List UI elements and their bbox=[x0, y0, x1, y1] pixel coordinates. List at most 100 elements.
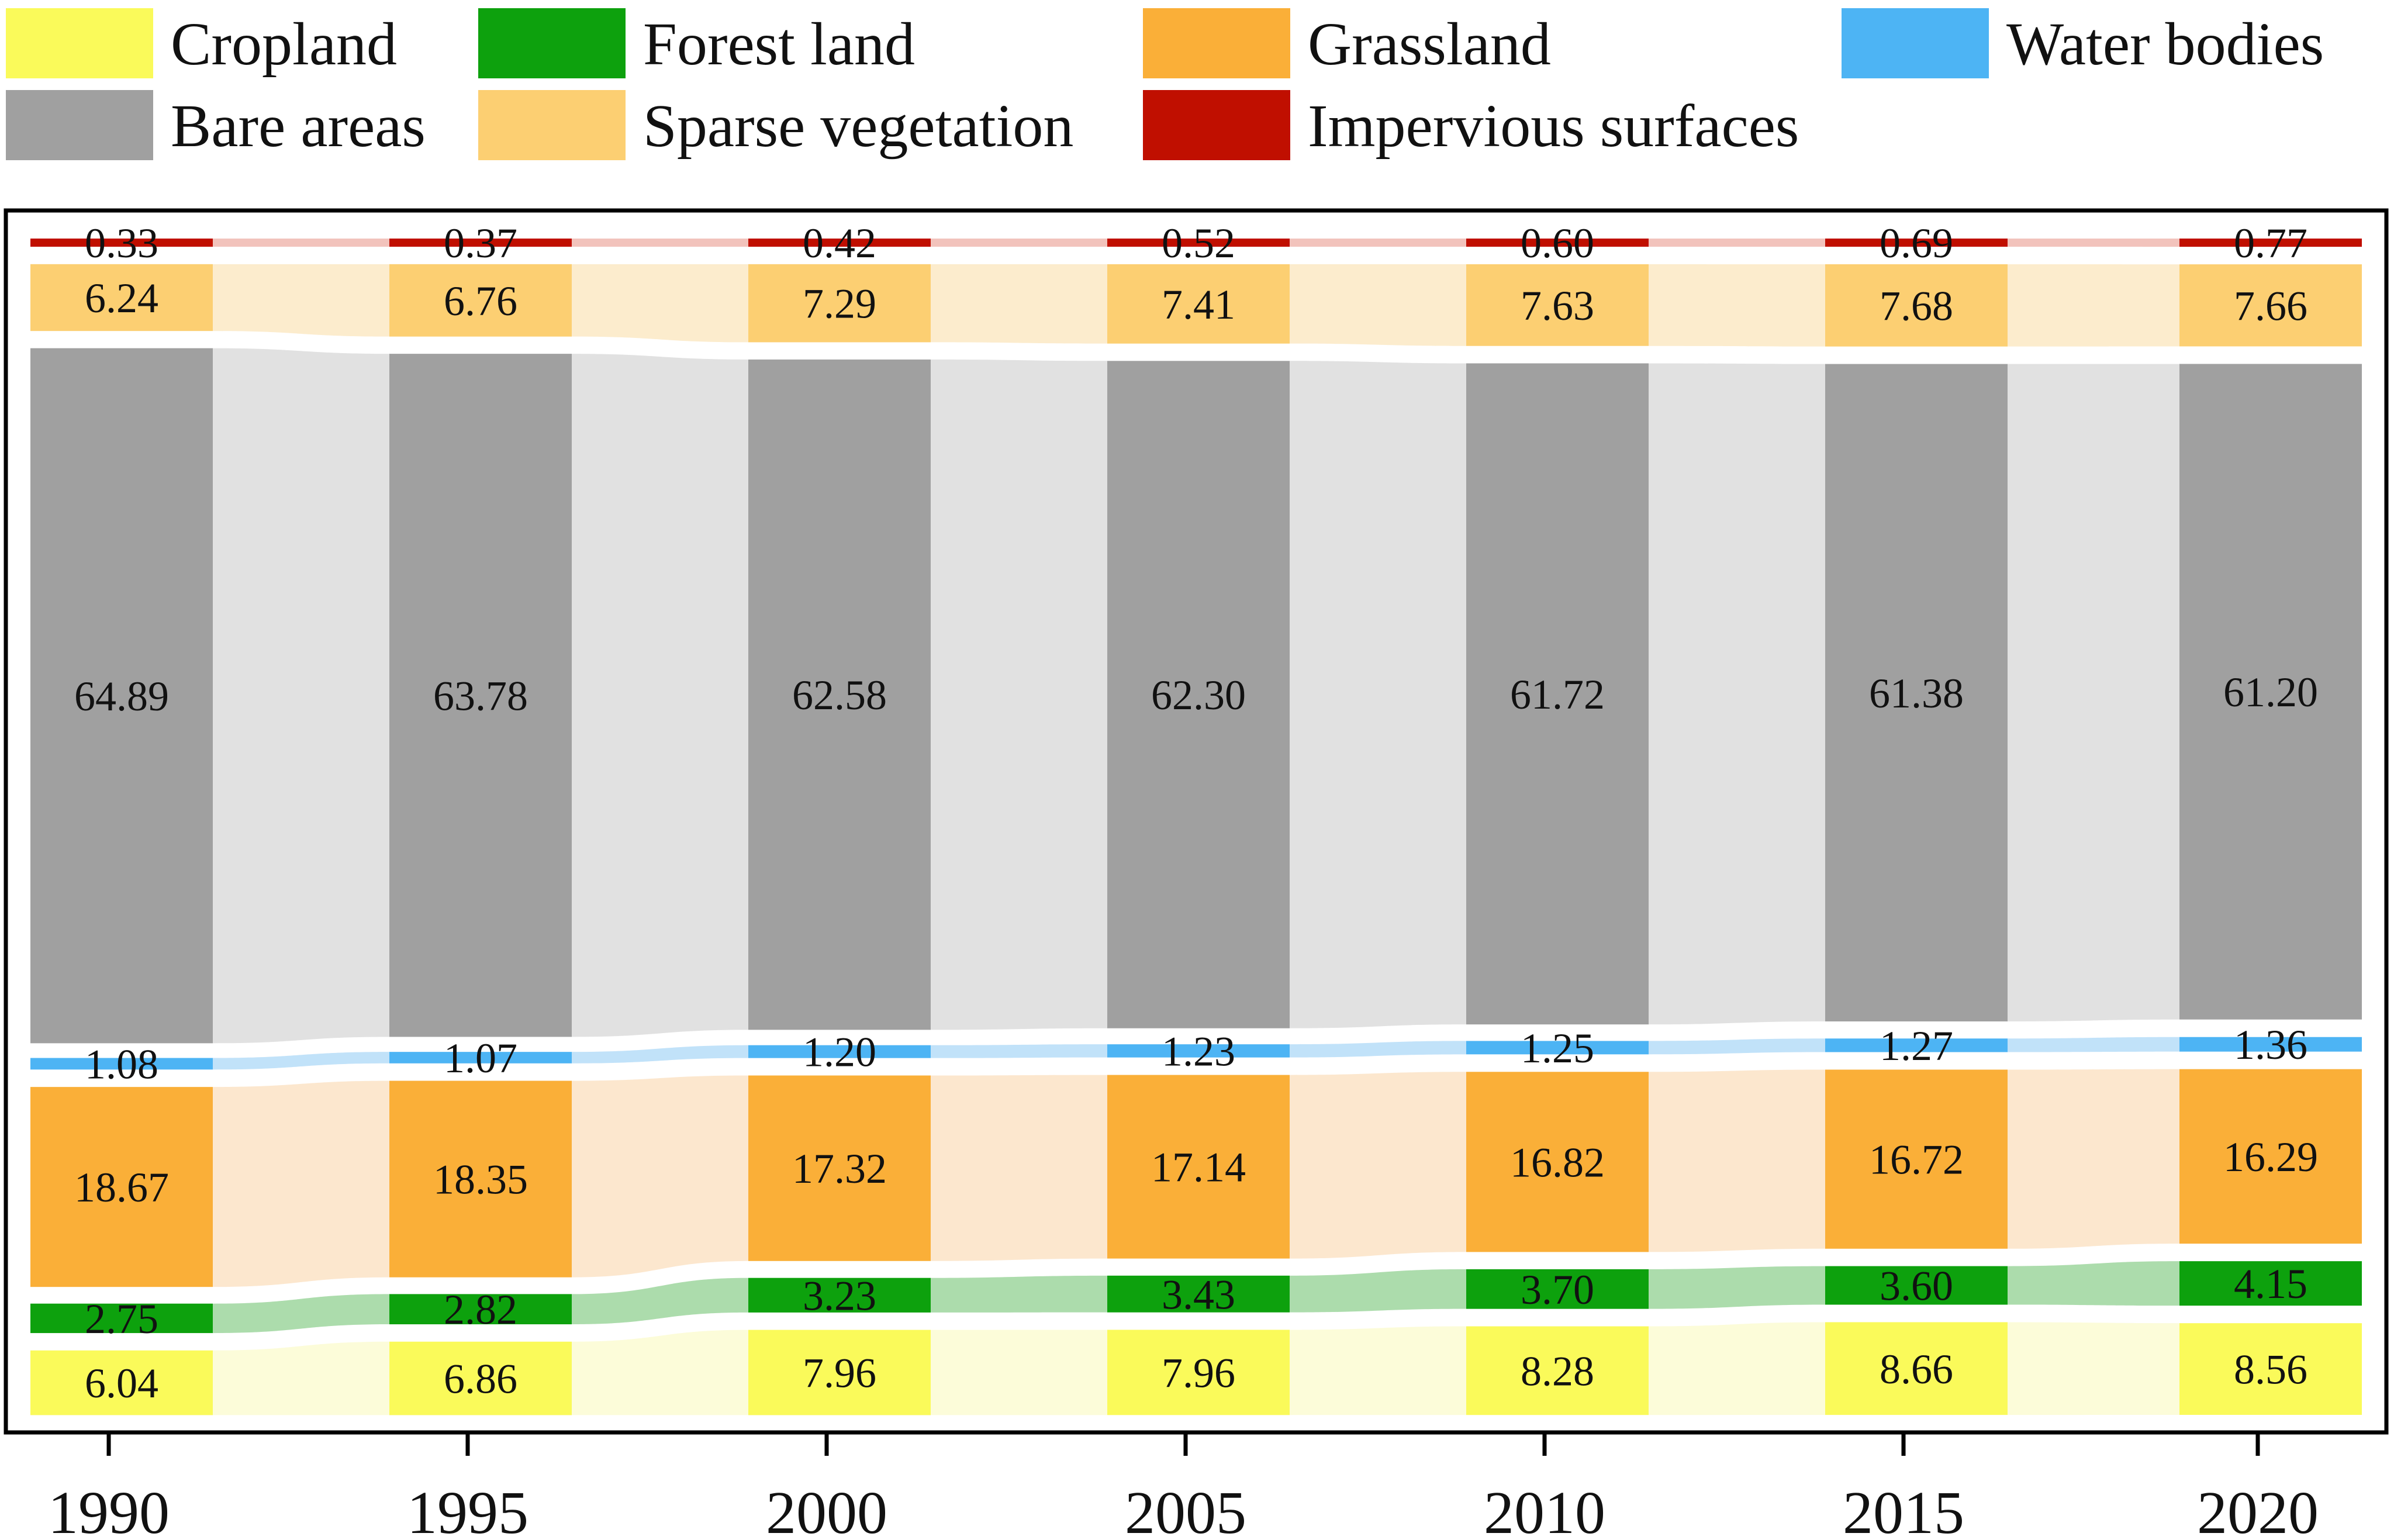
flow-sparse-2010-2015 bbox=[1649, 264, 1825, 347]
node-crop-1995 bbox=[389, 1341, 572, 1415]
node-forest-2010 bbox=[1466, 1269, 1649, 1309]
node-impervious-2015 bbox=[1825, 239, 2008, 247]
node-water-2020 bbox=[2179, 1037, 2362, 1052]
value-label-forest-2000: 3.23 bbox=[803, 1272, 876, 1319]
node-impervious-1990 bbox=[30, 239, 213, 247]
value-label-water-2000: 1.20 bbox=[803, 1029, 876, 1076]
nodes-layer bbox=[30, 239, 2362, 1415]
value-label-crop-2015: 8.66 bbox=[1880, 1346, 1953, 1393]
value-label-sparse-2015: 7.68 bbox=[1880, 282, 1953, 329]
node-sparse-2000 bbox=[748, 264, 931, 343]
legend-item-crop: Cropland bbox=[6, 8, 397, 78]
legend-item-water: Water bodies bbox=[1842, 8, 2324, 78]
value-label-grass-1995: 18.35 bbox=[433, 1156, 528, 1203]
flow-impervious-1995-2000 bbox=[572, 239, 748, 247]
value-label-impervious-2020: 0.77 bbox=[2234, 220, 2307, 267]
node-impervious-2000 bbox=[748, 239, 931, 247]
value-label-sparse-2020: 7.66 bbox=[2234, 282, 2307, 329]
x-tick-label-2020: 2020 bbox=[2197, 1479, 2319, 1540]
value-label-crop-1995: 6.86 bbox=[444, 1356, 517, 1403]
value-label-crop-2005: 7.96 bbox=[1162, 1349, 1235, 1396]
node-forest-2000 bbox=[748, 1277, 931, 1313]
value-label-forest-1995: 2.82 bbox=[444, 1286, 517, 1333]
flow-crop-1995-2000 bbox=[572, 1330, 748, 1415]
legend-item-bare: Bare areas bbox=[6, 90, 426, 160]
flow-grass-2005-2010 bbox=[1290, 1072, 1466, 1259]
legend-label-crop: Cropland bbox=[171, 11, 397, 78]
flow-bare-1990-1995 bbox=[213, 348, 389, 1044]
value-label-forest-2020: 4.15 bbox=[2234, 1261, 2307, 1307]
value-label-crop-2020: 8.56 bbox=[2234, 1346, 2307, 1393]
node-water-2010 bbox=[1466, 1041, 1649, 1055]
flow-grass-2010-2015 bbox=[1649, 1069, 1825, 1252]
flow-grass-1990-1995 bbox=[213, 1080, 389, 1287]
flow-crop-2010-2015 bbox=[1649, 1322, 1825, 1415]
value-label-sparse-1990: 6.24 bbox=[85, 275, 158, 322]
flow-sparse-1990-1995 bbox=[213, 264, 389, 337]
value-label-sparse-2005: 7.41 bbox=[1162, 281, 1235, 328]
node-bare-2020 bbox=[2179, 364, 2362, 1020]
node-water-2015 bbox=[1825, 1038, 2008, 1052]
node-crop-2005 bbox=[1107, 1330, 1290, 1415]
x-tick-label-2010: 2010 bbox=[1484, 1479, 1605, 1540]
node-sparse-2010 bbox=[1466, 264, 1649, 346]
value-label-grass-2000: 17.32 bbox=[792, 1145, 887, 1192]
value-label-forest-1990: 2.75 bbox=[85, 1296, 158, 1342]
node-water-1990 bbox=[30, 1058, 213, 1070]
value-label-crop-2010: 8.28 bbox=[1521, 1348, 1594, 1394]
x-tick-label-1990: 1990 bbox=[48, 1479, 170, 1540]
value-label-bare-2005: 62.30 bbox=[1151, 672, 1246, 719]
flow-bare-1995-2000 bbox=[572, 354, 748, 1037]
flow-forest-2005-2010 bbox=[1290, 1269, 1466, 1313]
value-label-crop-1990: 6.04 bbox=[85, 1360, 158, 1407]
value-label-impervious-2005: 0.52 bbox=[1162, 220, 1235, 267]
legend-label-bare: Bare areas bbox=[171, 92, 426, 160]
value-label-water-2005: 1.23 bbox=[1162, 1028, 1235, 1075]
x-tick-label-2005: 2005 bbox=[1125, 1479, 1246, 1540]
legend-item-grass: Grassland bbox=[1143, 8, 1551, 78]
flow-water-1990-1995 bbox=[213, 1052, 389, 1070]
node-impervious-2005 bbox=[1107, 239, 1290, 247]
legend-label-forest: Forest land bbox=[643, 11, 915, 78]
value-label-water-1990: 1.08 bbox=[85, 1041, 158, 1087]
node-grass-1995 bbox=[389, 1080, 572, 1277]
x-axis: 1990 1995 2000 2005 2010 2015 2020 bbox=[48, 1432, 2319, 1540]
value-label-sparse-2000: 7.29 bbox=[803, 281, 876, 327]
node-forest-2020 bbox=[2179, 1261, 2362, 1306]
node-crop-1990 bbox=[30, 1350, 213, 1415]
legend-label-sparse: Sparse vegetation bbox=[643, 92, 1073, 160]
flow-water-2010-2015 bbox=[1649, 1038, 1825, 1055]
legend-swatch-grass bbox=[1143, 8, 1290, 78]
legend-label-grass: Grassland bbox=[1308, 11, 1551, 78]
value-label-impervious-1990: 0.33 bbox=[85, 220, 158, 267]
flow-sparse-2000-2005 bbox=[931, 264, 1107, 344]
value-label-water-2015: 1.27 bbox=[1880, 1023, 1953, 1069]
legend-swatch-crop bbox=[6, 8, 153, 78]
node-bare-2015 bbox=[1825, 364, 2008, 1022]
node-sparse-1990 bbox=[30, 264, 213, 332]
flow-impervious-2005-2010 bbox=[1290, 239, 1466, 247]
node-forest-1995 bbox=[389, 1294, 572, 1325]
flow-forest-2000-2005 bbox=[931, 1275, 1107, 1313]
value-label-grass-1990: 18.67 bbox=[74, 1164, 169, 1211]
flow-bare-2015-2020 bbox=[2008, 364, 2179, 1022]
flow-crop-2005-2010 bbox=[1290, 1326, 1466, 1415]
legend-item-sparse: Sparse vegetation bbox=[478, 90, 1073, 160]
node-crop-2000 bbox=[748, 1330, 931, 1415]
flow-sparse-2015-2020 bbox=[2008, 264, 2179, 347]
node-sparse-1995 bbox=[389, 264, 572, 337]
value-label-bare-2020: 61.20 bbox=[2223, 669, 2318, 716]
value-label-bare-1990: 64.89 bbox=[74, 673, 169, 720]
value-label-sparse-2010: 7.63 bbox=[1521, 282, 1594, 329]
node-crop-2015 bbox=[1825, 1322, 2008, 1415]
value-label-impervious-2000: 0.42 bbox=[803, 220, 876, 267]
legend-swatch-forest bbox=[478, 8, 626, 78]
flow-forest-1990-1995 bbox=[213, 1294, 389, 1334]
flows-layer bbox=[213, 239, 2179, 1415]
flow-water-1995-2000 bbox=[572, 1045, 748, 1064]
flow-impervious-2000-2005 bbox=[931, 239, 1107, 247]
flow-crop-1990-1995 bbox=[213, 1341, 389, 1415]
flow-forest-2010-2015 bbox=[1649, 1266, 1825, 1309]
node-grass-2005 bbox=[1107, 1075, 1290, 1259]
x-tick-label-2015: 2015 bbox=[1843, 1479, 1964, 1540]
